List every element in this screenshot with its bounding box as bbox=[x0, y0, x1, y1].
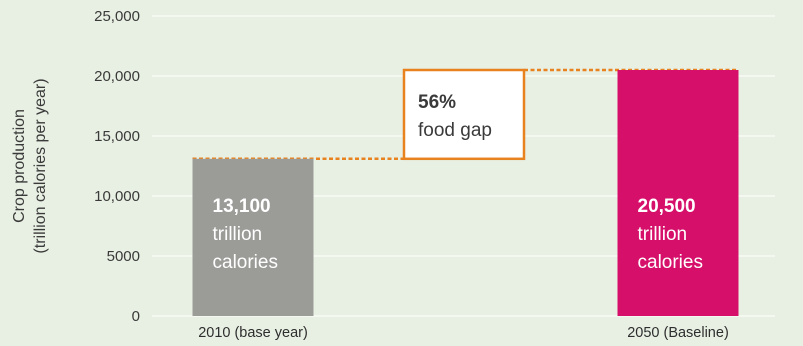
y-tick-label: 10,000 bbox=[94, 188, 140, 205]
y-axis-ticks: 0 5000 10,000 15,000 20,000 25,000 bbox=[94, 8, 140, 325]
y-axis-label: Crop production (trillion calories per ye… bbox=[11, 78, 49, 253]
bar-unit-label: calories bbox=[213, 252, 278, 273]
bar-unit-label: trillion bbox=[213, 224, 263, 245]
y-tick-label: 15,000 bbox=[94, 128, 140, 145]
y-tick-label: 0 bbox=[132, 308, 140, 325]
bar-value-label: 20,500 bbox=[638, 196, 696, 217]
food-gap-text: food gap bbox=[418, 120, 492, 141]
y-tick-label: 5000 bbox=[107, 248, 140, 265]
y-tick-label: 25,000 bbox=[94, 8, 140, 25]
y-axis-label-line: (trillion calories per year) bbox=[32, 78, 49, 253]
x-category-label: 2010 (base year) bbox=[198, 325, 308, 341]
food-gap-box bbox=[402, 68, 526, 161]
bar bbox=[617, 70, 739, 316]
food-gap-percent: 56% bbox=[418, 92, 456, 113]
y-tick-label: 20,000 bbox=[94, 68, 140, 85]
x-category-label: 2050 (Baseline) bbox=[627, 325, 729, 341]
bar bbox=[192, 158, 314, 316]
y-axis-label-line: Crop production bbox=[11, 109, 28, 223]
x-axis-categories: 2010 (base year) 2050 (Baseline) bbox=[198, 325, 729, 341]
bars bbox=[192, 70, 739, 316]
bar-unit-label: calories bbox=[638, 252, 703, 273]
food-gap-annotation: 56% food gap bbox=[402, 68, 526, 161]
bar-unit-label: trillion bbox=[638, 224, 688, 245]
bar-value-label: 13,100 bbox=[213, 196, 271, 217]
bar-labels: 13,100 trillion calories 20,500 trillion calo… bbox=[213, 196, 703, 273]
